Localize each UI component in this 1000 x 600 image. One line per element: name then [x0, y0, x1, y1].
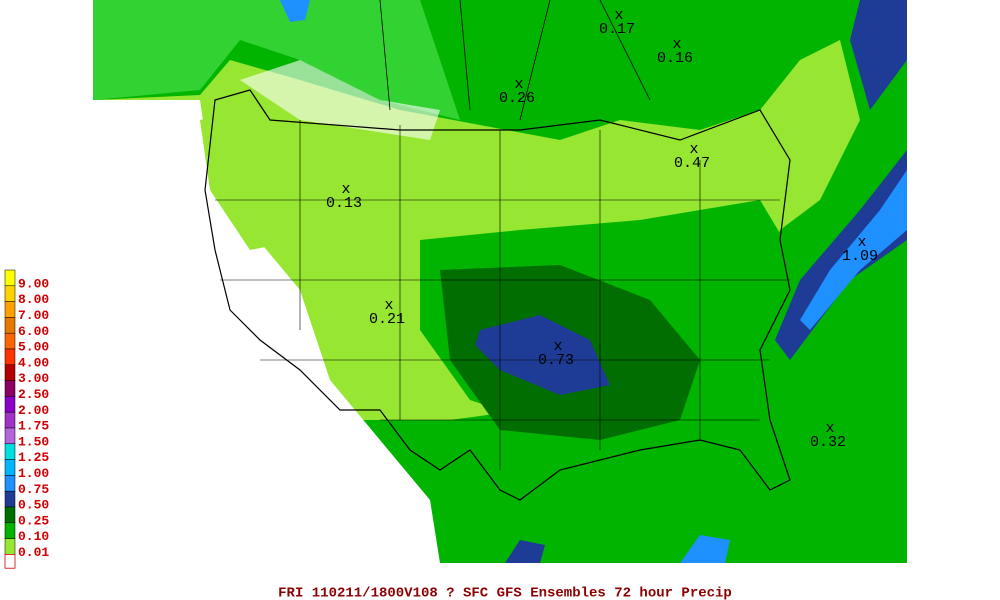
legend-swatch — [4, 475, 16, 492]
legend-label: 2.50 — [18, 387, 49, 402]
legend-label: 8.00 — [18, 292, 49, 307]
legend-label: 6.00 — [18, 324, 49, 339]
point-value: 1.09 — [842, 248, 878, 265]
legend-swatch — [4, 396, 16, 413]
point-marker: x — [689, 141, 698, 158]
legend-label: 7.00 — [18, 308, 49, 323]
point-value: 0.16 — [657, 50, 693, 67]
legend-label: 1.75 — [18, 419, 49, 434]
legend-label: 3.00 — [18, 371, 49, 386]
legend-label: 0.25 — [18, 513, 49, 528]
point-value: 0.17 — [599, 21, 635, 38]
point-marker: x — [672, 36, 681, 53]
legend-swatch — [4, 506, 16, 524]
point-value: 0.13 — [326, 195, 362, 212]
legend-label: 1.50 — [18, 434, 49, 449]
legend-swatch — [4, 554, 16, 569]
caption: FRI 110211/1800V108 ? SFC GFS Ensembles … — [278, 586, 732, 600]
point-marker: x — [614, 7, 623, 24]
legend-swatch — [4, 411, 16, 429]
legend-swatch — [4, 427, 16, 445]
legend-label: 4.00 — [18, 355, 49, 370]
legend-swatch — [4, 332, 16, 350]
legend-swatch — [4, 317, 16, 334]
point-marker: x — [825, 420, 834, 437]
point-marker: x — [553, 338, 562, 355]
legend-swatch — [4, 380, 16, 397]
point-marker: x — [341, 181, 350, 198]
legend-swatch — [4, 301, 16, 318]
legend-label: 0.75 — [18, 482, 49, 497]
point-value: 0.21 — [369, 311, 405, 328]
legend-label: 0.10 — [18, 529, 49, 544]
legend-swatch — [4, 522, 16, 539]
point-labels: x0.17x0.16x0.26x0.13x0.47x1.09x0.21x0.73… — [326, 7, 878, 451]
point-value: 0.26 — [499, 90, 535, 107]
legend-label: 2.00 — [18, 403, 49, 418]
legend-swatch — [4, 364, 16, 381]
legend-label: 1.25 — [18, 450, 49, 465]
map-background — [93, 0, 907, 563]
point-marker: x — [384, 297, 393, 314]
legend-swatch — [4, 269, 16, 287]
legend-label: 5.00 — [18, 340, 49, 355]
legend-swatch — [4, 285, 16, 302]
legend-swatch — [4, 538, 16, 555]
legend-swatch — [4, 443, 16, 460]
legend-swatch — [4, 459, 16, 476]
legend-swatch — [4, 348, 16, 366]
legend-label: 0.50 — [18, 498, 49, 513]
legend-swatch — [4, 490, 16, 508]
legend: 9.008.007.006.005.004.003.002.502.001.75… — [4, 269, 49, 569]
legend-label: 0.01 — [18, 545, 49, 560]
point-marker: x — [514, 76, 523, 93]
point-marker: x — [857, 234, 866, 251]
point-value: 0.32 — [810, 434, 846, 451]
point-value: 0.73 — [538, 352, 574, 369]
legend-label: 9.00 — [18, 276, 49, 291]
point-value: 0.47 — [674, 155, 710, 172]
legend-label: 1.00 — [18, 466, 49, 481]
